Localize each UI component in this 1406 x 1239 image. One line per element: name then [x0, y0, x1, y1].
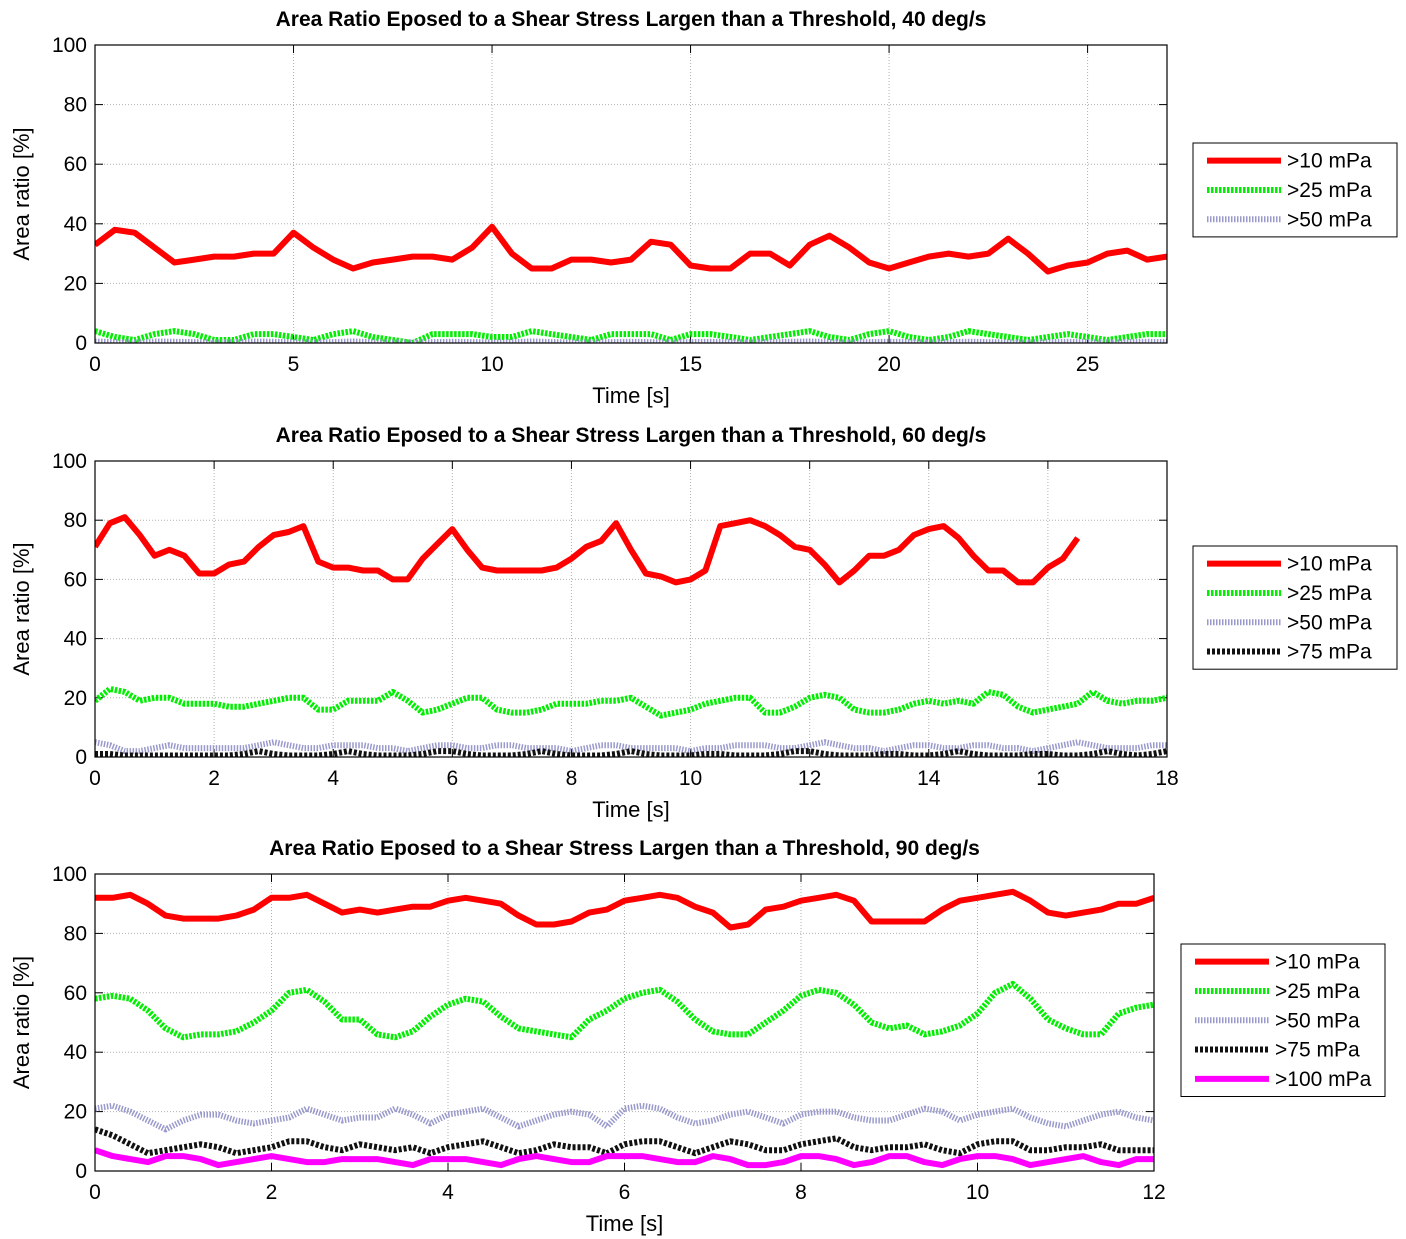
- x-tick-label: 6: [446, 767, 458, 790]
- legend-label: >50 mPa: [1287, 611, 1372, 634]
- series-line-2: [95, 685, 1167, 719]
- x-tick-label: 2: [266, 1181, 278, 1204]
- x-tick-label: 4: [442, 1181, 454, 1204]
- legend-label: >75 mPa: [1275, 1039, 1360, 1062]
- legend-box: [1180, 943, 1386, 1097]
- x-axis-label: Time [s]: [592, 383, 669, 408]
- legend: >10 mPa >25 mPa >50 mPa >75 mPa: [1192, 545, 1398, 670]
- x-tick-label: 10: [679, 767, 702, 790]
- legend: >10 mPa >25 mPa >50 mPa >75 mPa >100 mPa: [1180, 943, 1386, 1097]
- x-tick-label: 20: [877, 353, 900, 376]
- line-chart-90-deg-s: 0 2 4 6 8 10 12 0 20 40 60 80 100 Area Ratio Eposed t…: [9, 837, 1386, 1236]
- x-axis-label: Time [s]: [592, 797, 669, 822]
- y-tick-label: 20: [64, 272, 87, 295]
- x-tick-label: 4: [327, 767, 339, 790]
- x-tick-label: 8: [566, 767, 578, 790]
- series-line-1: [95, 223, 1167, 275]
- y-axis-label: Area ratio [%]: [9, 127, 34, 260]
- x-tick-label: 10: [480, 353, 503, 376]
- legend-label: >100 mPa: [1275, 1068, 1372, 1091]
- y-tick-label: 0: [75, 746, 87, 769]
- y-tick-label: 40: [64, 628, 87, 651]
- y-axis-label: Area ratio [%]: [9, 956, 34, 1089]
- chart-title: Area Ratio Eposed to a Shear Stress Larg…: [269, 837, 980, 860]
- y-axis-label: Area ratio [%]: [9, 542, 34, 675]
- x-tick-label: 15: [679, 353, 702, 376]
- legend-label: >10 mPa: [1275, 951, 1360, 974]
- x-tick-label: 0: [89, 767, 101, 790]
- legend: >10 mPa >25 mPa >50 mPa: [1192, 142, 1398, 238]
- series-line-1: [95, 888, 1154, 931]
- x-tick-label: 12: [1142, 1181, 1165, 1204]
- x-tick-label: 14: [917, 767, 941, 790]
- plot-area: [95, 461, 1167, 757]
- x-tick-label: 18: [1155, 767, 1178, 790]
- y-tick-label: 80: [64, 509, 87, 532]
- chart-panel-40: 0 5 10 15 20 25 0 20 40 60 80 100 Area Ratio Eposed …: [0, 0, 1406, 413]
- series-line-4: [95, 1126, 1154, 1157]
- x-tick-label: 6: [619, 1181, 631, 1204]
- series-group: [95, 514, 1167, 757]
- legend-label: >25 mPa: [1275, 980, 1360, 1003]
- y-tick-label: 80: [64, 94, 87, 117]
- legend-label: >25 mPa: [1287, 582, 1372, 605]
- y-tick-label: 20: [64, 687, 87, 710]
- legend-label: >50 mPa: [1275, 1009, 1360, 1032]
- line-chart-40-deg-s: 0 5 10 15 20 25 0 20 40 60 80 100 Area Ratio Eposed …: [9, 8, 1398, 408]
- series-group: [95, 888, 1154, 1169]
- x-tick-label: 5: [288, 353, 300, 376]
- chart-title: Area Ratio Eposed to a Shear Stress Larg…: [276, 424, 987, 447]
- y-tick-label: 40: [64, 1041, 87, 1064]
- legend-label: >10 mPa: [1287, 150, 1372, 173]
- series-line-2: [95, 980, 1154, 1041]
- y-tick-label: 100: [52, 34, 87, 57]
- legend-label: >10 mPa: [1287, 553, 1372, 576]
- series-line-5: [95, 1147, 1154, 1169]
- y-tick-label: 20: [64, 1101, 87, 1124]
- x-tick-label: 12: [798, 767, 821, 790]
- x-tick-label: 2: [208, 767, 220, 790]
- legend-label: >25 mPa: [1287, 179, 1372, 202]
- chart-title: Area Ratio Eposed to a Shear Stress Larg…: [276, 8, 987, 31]
- x-tick-label: 10: [966, 1181, 989, 1204]
- axes-frame: [94, 873, 1155, 1172]
- y-tick-label: 60: [64, 153, 87, 176]
- x-axis-label: Time [s]: [586, 1211, 663, 1236]
- legend-label: >50 mPa: [1287, 208, 1372, 231]
- x-tick-label: 0: [89, 353, 101, 376]
- x-tick-label: 25: [1076, 353, 1099, 376]
- plot-area: [95, 45, 1167, 343]
- series-line-1: [95, 514, 1081, 586]
- x-tick-label: 0: [89, 1181, 101, 1204]
- chart-panel-90: 0 2 4 6 8 10 12 0 20 40 60 80 100 Area Ratio Eposed t…: [0, 826, 1406, 1239]
- y-tick-label: 80: [64, 922, 87, 945]
- y-tick-label: 100: [52, 863, 87, 886]
- y-tick-label: 60: [64, 568, 87, 591]
- line-chart-60-deg-s: 0 2 4 6 8 10 12 14 16 18 0 20 40 60 80 100 Area Ratio Ep…: [9, 424, 1398, 822]
- grid: [95, 874, 1154, 1171]
- series-line-3: [95, 739, 1167, 755]
- y-tick-label: 0: [75, 1160, 87, 1183]
- y-tick-label: 100: [52, 450, 87, 473]
- axes-frame: [94, 460, 1168, 758]
- series-line-3: [95, 1102, 1154, 1133]
- axes-frame: [94, 44, 1168, 344]
- chart-panel-60: 0 2 4 6 8 10 12 14 16 18 0 20 40 60 80 100 Area Ratio Ep…: [0, 413, 1406, 826]
- y-tick-label: 40: [64, 213, 87, 236]
- y-tick-label: 0: [75, 332, 87, 355]
- x-tick-label: 16: [1036, 767, 1059, 790]
- x-tick-label: 8: [795, 1181, 807, 1204]
- legend-label: >75 mPa: [1287, 641, 1372, 664]
- y-tick-label: 60: [64, 982, 87, 1005]
- series-group: [95, 223, 1167, 343]
- series-line-2: [95, 328, 1167, 343]
